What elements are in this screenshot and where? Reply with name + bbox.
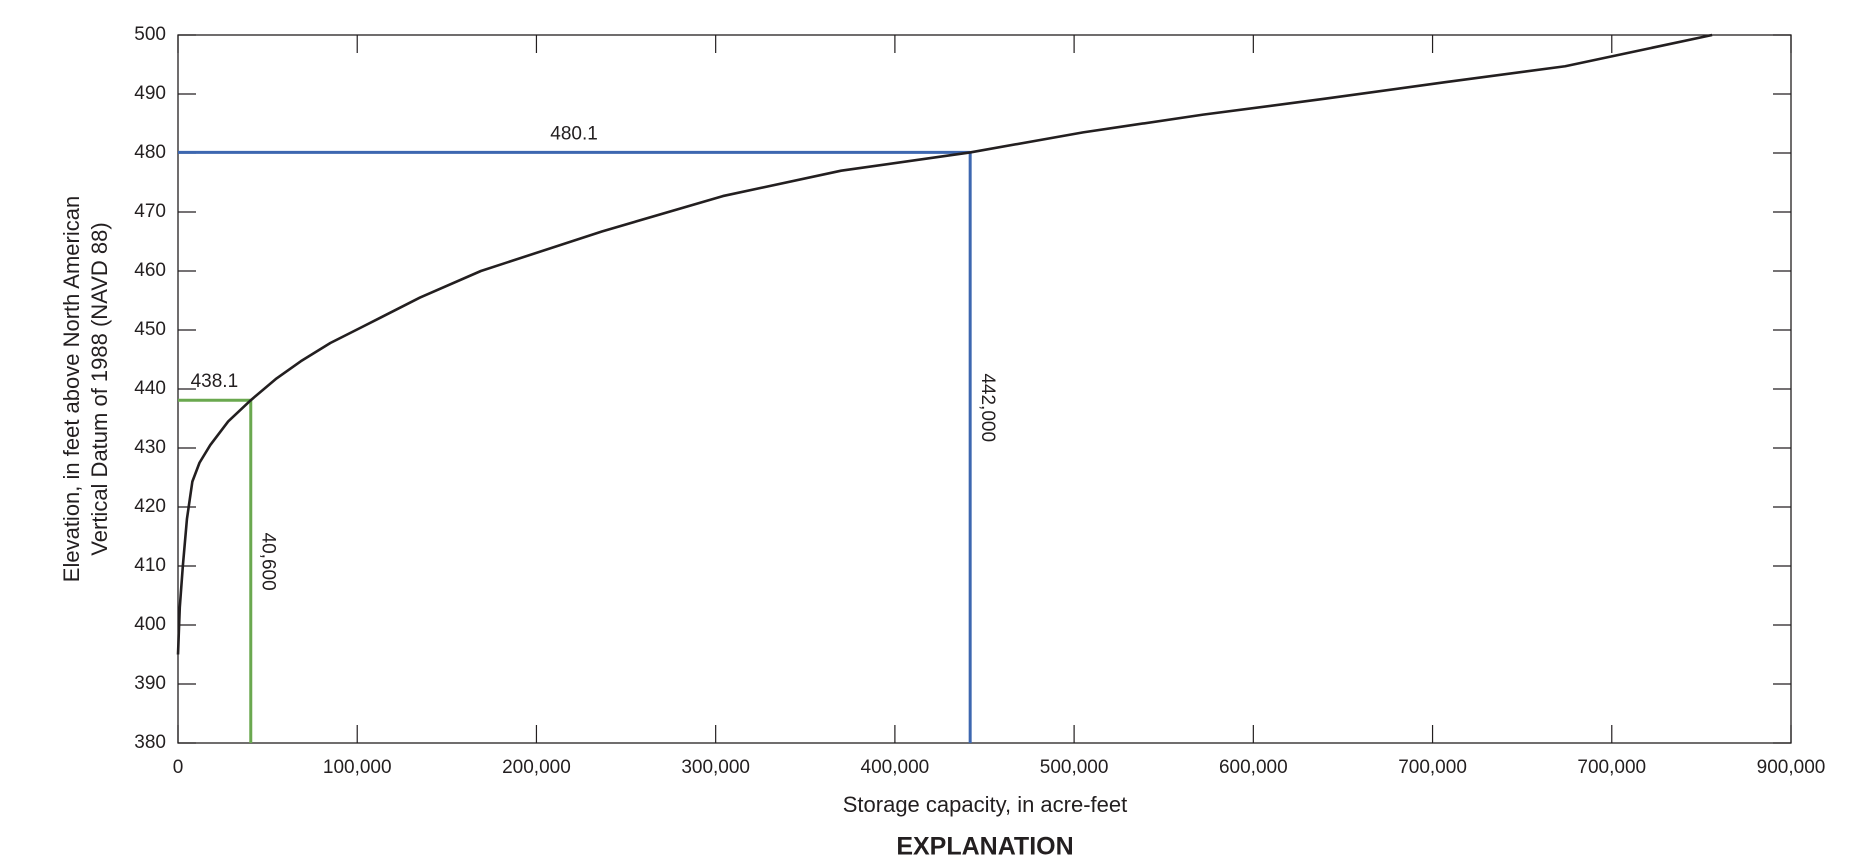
- y-tick-label: 410: [134, 555, 166, 576]
- x-tick-label: 400,000: [861, 757, 930, 778]
- y-tick-label: 440: [134, 378, 166, 399]
- y-tick-label: 470: [134, 201, 166, 222]
- y-tick-label: 420: [134, 496, 166, 517]
- x-tick-label: 0: [173, 757, 184, 778]
- y-tick-label: 380: [134, 732, 166, 753]
- reference-y-label: 480.1: [550, 123, 598, 144]
- y-tick-label: 460: [134, 260, 166, 281]
- x-tick-label: 300,000: [681, 757, 750, 778]
- reference-x-label: 40,600: [258, 533, 279, 591]
- x-tick-label: 100,000: [323, 757, 392, 778]
- x-tick-label: 700,000: [1398, 757, 1467, 778]
- x-tick-label: 900,000: [1757, 757, 1826, 778]
- y-tick-label: 490: [134, 83, 166, 104]
- y-tick-label: 480: [134, 142, 166, 163]
- line: [176, 33, 1713, 655]
- y-axis-label: Elevation, in feet above North American: [59, 196, 84, 582]
- chart-title: EXPLANATION: [896, 833, 1073, 861]
- x-tick-label: 500,000: [1040, 757, 1109, 778]
- y-tick-label: 430: [134, 437, 166, 458]
- x-axis-label: Storage capacity, in acre-feet: [843, 792, 1128, 817]
- y-axis-label: Vertical Datum of 1988 (NAVD 88): [87, 222, 112, 555]
- y-tick-label: 450: [134, 319, 166, 340]
- y-tick-label: 390: [134, 673, 166, 694]
- y-tick-label: 400: [134, 614, 166, 635]
- y-tick-label: 500: [134, 24, 166, 45]
- reference-y-label: 438.1: [191, 371, 239, 392]
- x-tick-label: 700,000: [1577, 757, 1646, 778]
- x-tick-label: 600,000: [1219, 757, 1288, 778]
- reference-x-label: 442,000: [977, 373, 998, 442]
- x-tick-label: 200,000: [502, 757, 571, 778]
